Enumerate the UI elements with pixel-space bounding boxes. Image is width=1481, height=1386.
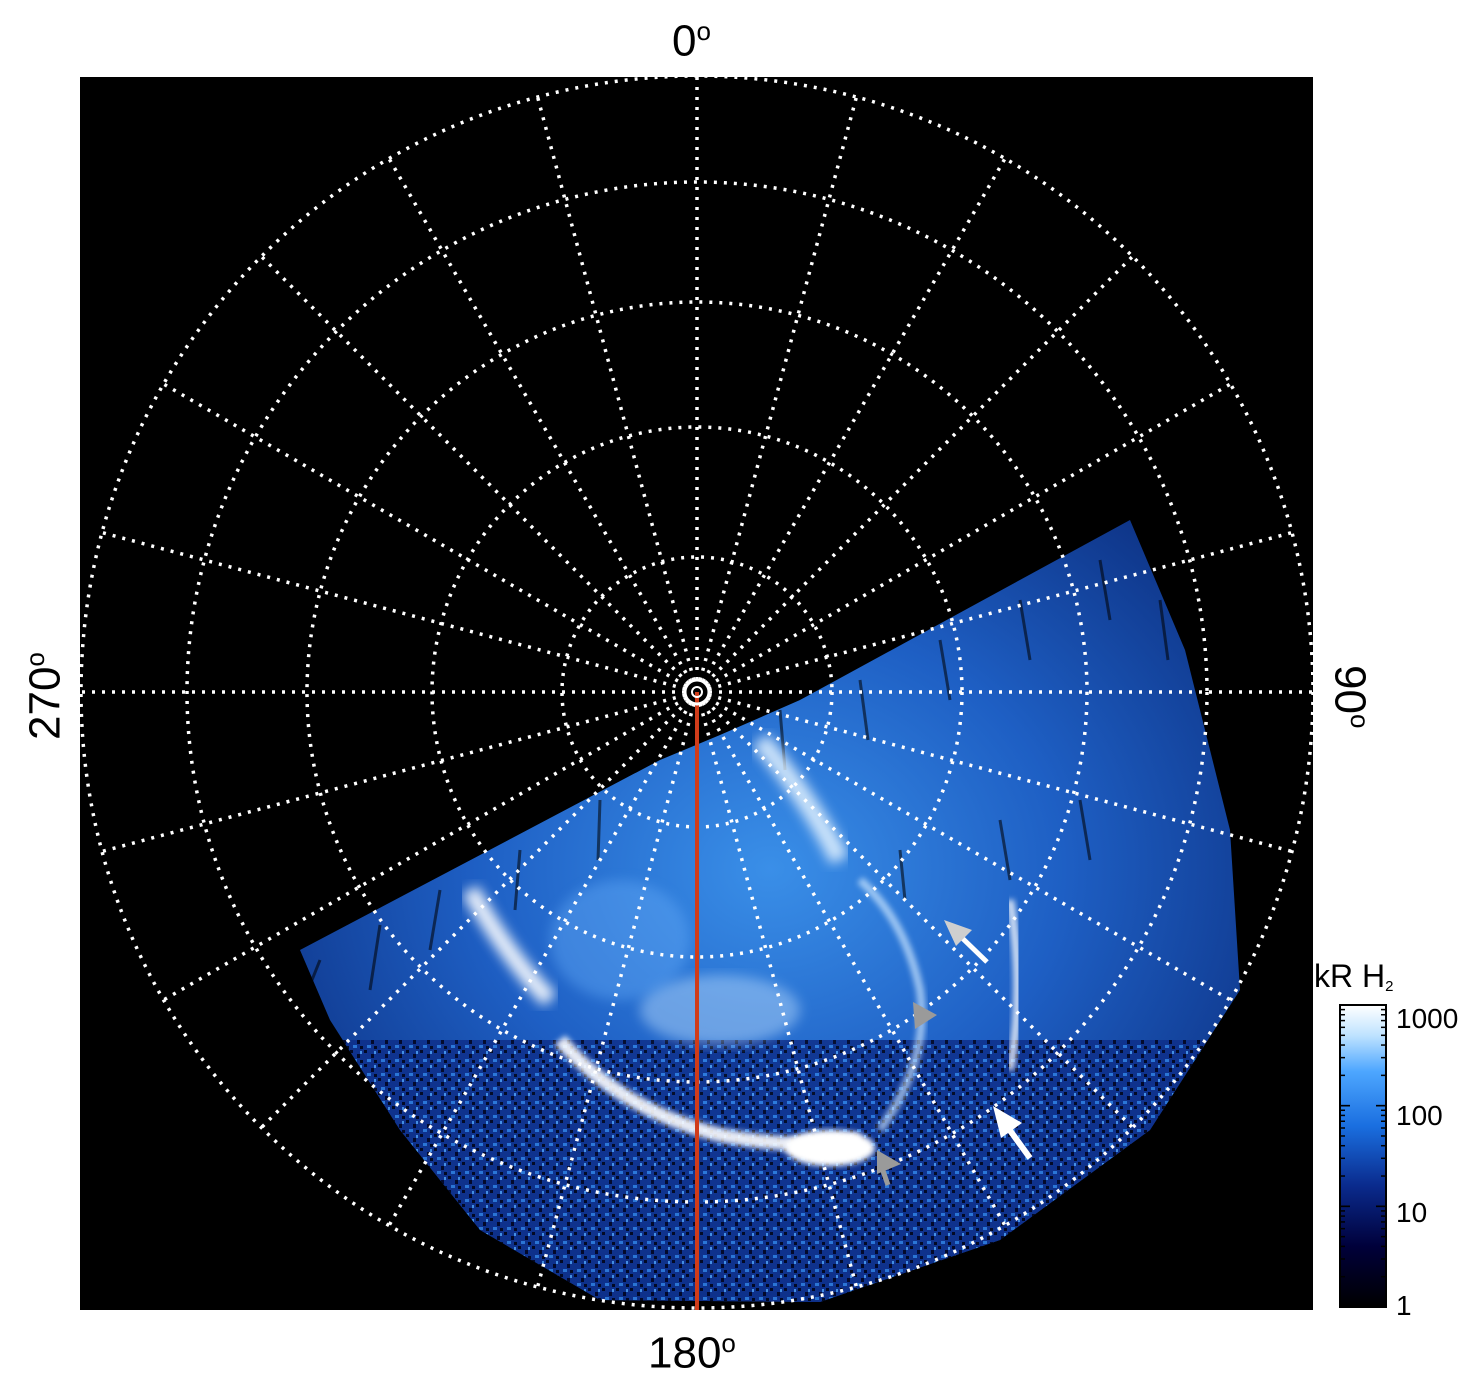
grid-spoke	[708, 530, 1293, 691]
grid-spoke	[387, 157, 693, 683]
arrow-gray-lower	[877, 1150, 901, 1186]
longitude-label-0: 0o	[672, 16, 711, 66]
grid-spoke	[708, 693, 1293, 854]
grid-spoke	[162, 696, 688, 1002]
polar-grid	[80, 77, 1313, 1310]
colorbar-tick-1: 1	[1396, 1290, 1412, 1321]
grid-spoke	[706, 696, 1232, 1002]
arrow-gray-middle	[913, 1002, 937, 1029]
longitude-label-180: 180o	[648, 1328, 736, 1378]
pole-marker	[683, 678, 711, 706]
colorbar-title: kR H2	[1314, 958, 1394, 995]
arrow-white-upper	[944, 920, 989, 964]
grid-spoke	[706, 382, 1232, 688]
colorbar-tick-1000: 1000	[1396, 1003, 1459, 1034]
grid-spoke	[698, 96, 859, 681]
grid-spoke	[387, 701, 693, 1227]
longitude-label-90: 90o	[1325, 665, 1375, 729]
colorbar	[1339, 1004, 1387, 1308]
grid-spoke	[701, 157, 1007, 683]
arrow-white-lower	[993, 1106, 1033, 1160]
grid-spoke	[535, 703, 696, 1288]
grid-spoke	[704, 255, 1134, 685]
grid-spoke	[698, 703, 859, 1288]
grid-spoke	[101, 530, 686, 691]
grid-spoke	[101, 693, 686, 854]
colorbar-tick-100: 100	[1396, 1100, 1443, 1131]
grid-spoke	[162, 382, 688, 688]
grid-spoke	[260, 699, 690, 1129]
grid-spoke	[535, 96, 696, 681]
colorbar-tick-10: 10	[1396, 1197, 1428, 1228]
grid-spoke	[701, 701, 1007, 1227]
longitude-label-270: 270o	[20, 652, 70, 740]
grid-spoke	[260, 255, 690, 685]
grid-spoke	[704, 699, 1134, 1129]
